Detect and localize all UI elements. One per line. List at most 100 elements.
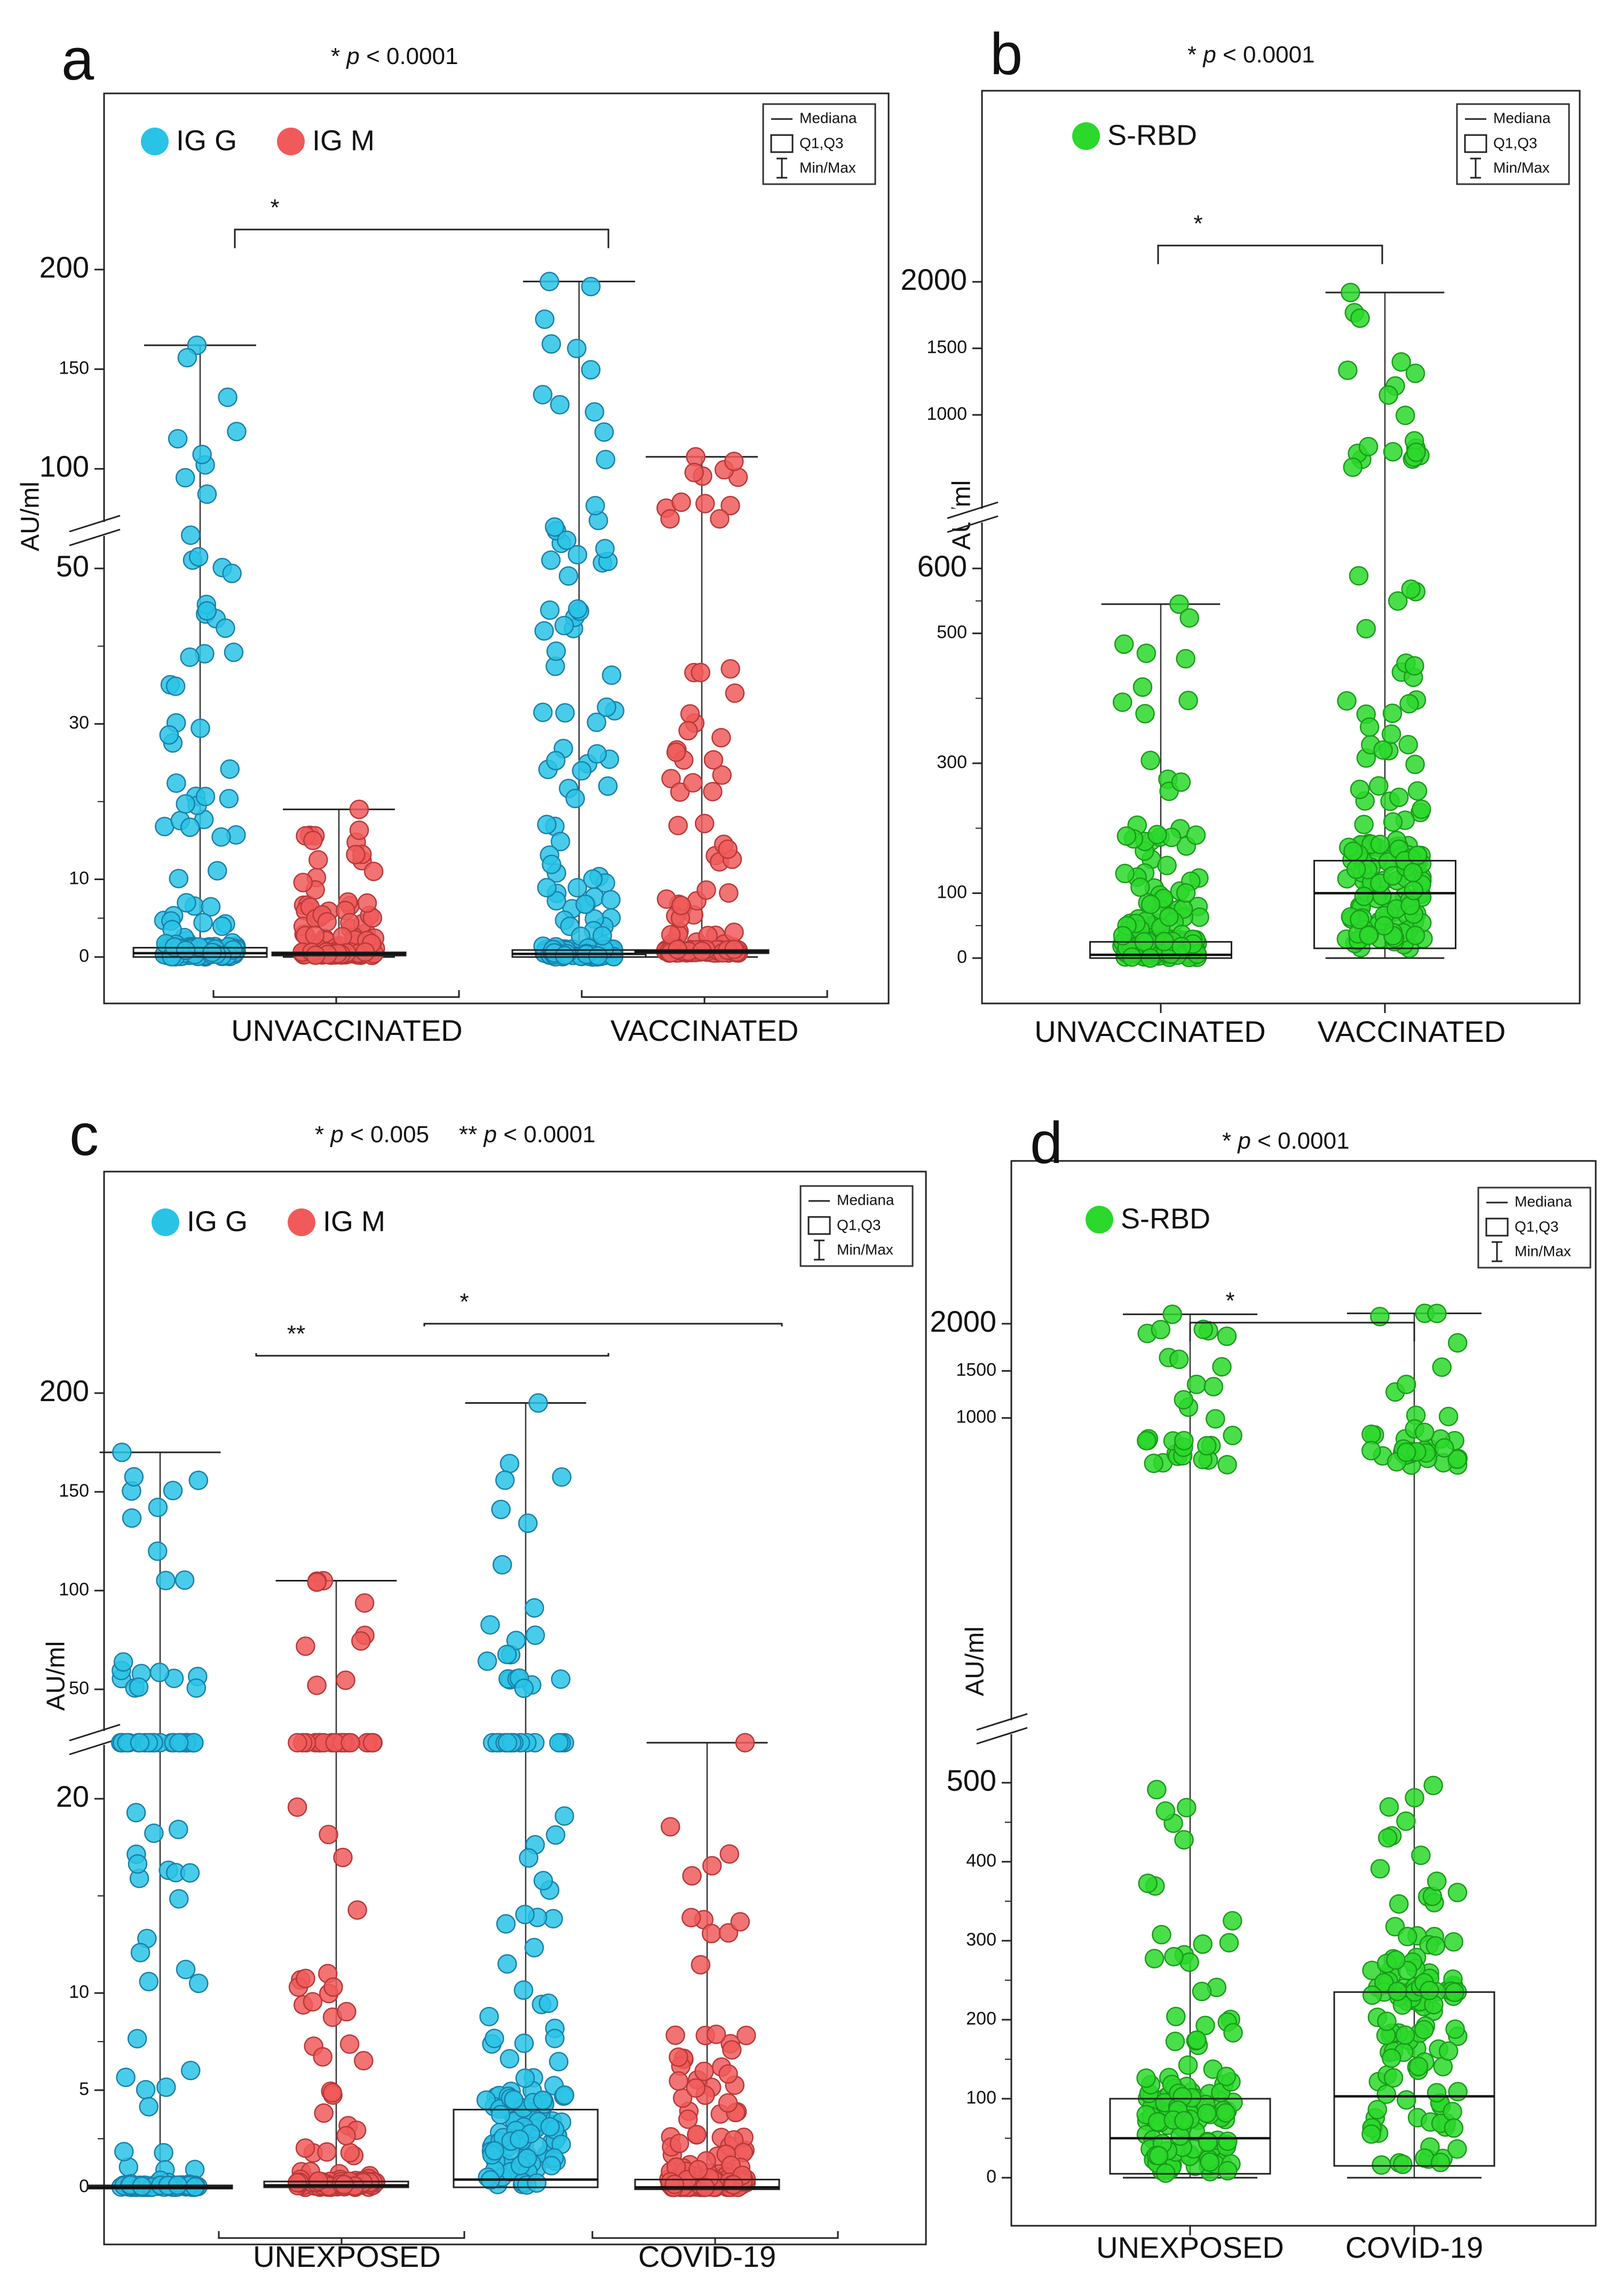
data-point [1219, 1933, 1239, 1952]
legend-label: IG G [187, 1205, 248, 1237]
data-point [195, 787, 216, 807]
data-point [211, 827, 231, 847]
legend-quartile-label: Q1,Q3 [799, 135, 843, 151]
data-point [1216, 2103, 1235, 2123]
y-tick-label: 100 [59, 1579, 89, 1600]
data-point [1447, 1449, 1467, 1469]
group-label: UNVACCINATED [231, 1014, 463, 1047]
legend-label: IG G [176, 124, 237, 156]
data-point [1179, 608, 1199, 628]
data-point [669, 2047, 688, 2067]
data-point [1361, 1424, 1381, 1444]
data-point [1405, 656, 1424, 676]
data-point [1349, 566, 1369, 586]
box-q1-q3 [1313, 860, 1456, 950]
data-point [702, 1856, 722, 1876]
box-ig-m-covid-19 [634, 1733, 780, 2197]
data-point [1438, 2041, 1459, 2061]
data-point [169, 1889, 189, 1909]
data-point [317, 912, 337, 932]
data-point [541, 550, 561, 570]
data-point [1432, 1357, 1452, 1377]
data-point [1414, 2020, 1434, 2039]
data-point [1383, 2068, 1404, 2088]
data-point [1389, 1894, 1409, 1914]
data-point [718, 2093, 738, 2113]
data-point [1337, 691, 1357, 711]
box-s-rbd-unvaccinated [1089, 594, 1232, 968]
group-label: UNVACCINATED [1034, 1015, 1266, 1048]
data-point [1114, 634, 1134, 654]
data-point [1343, 841, 1363, 861]
data-point [1425, 1936, 1446, 1956]
data-point [1401, 579, 1421, 599]
data-point [293, 873, 313, 892]
y-tick-label: 200 [39, 250, 89, 284]
data-point [703, 750, 724, 770]
data-point [567, 338, 587, 359]
data-point [514, 1678, 534, 1698]
data-point [513, 1980, 534, 2000]
data-point [139, 1972, 159, 1991]
data-point [1405, 363, 1425, 383]
p-value-note: * p < 0.0001 [331, 43, 458, 69]
data-point [542, 2156, 561, 2176]
data-point [479, 2006, 499, 2027]
legend-median-label: Mediana [837, 1191, 894, 1208]
y-tick-label: 100 [966, 2088, 996, 2108]
data-point [168, 429, 188, 449]
data-point [542, 855, 561, 874]
data-point [1382, 703, 1403, 723]
data-point [1448, 2082, 1468, 2101]
data-point [139, 2097, 159, 2117]
y-tick-label: 10 [69, 868, 89, 888]
box-q1-q3 [453, 2108, 599, 2188]
data-point [686, 2078, 706, 2098]
legend-quartile-swatch [807, 1216, 831, 1235]
data-point [1157, 856, 1177, 875]
data-point [1174, 1430, 1194, 1451]
y-tick-label: 1000 [956, 1407, 996, 1427]
data-point [540, 2117, 560, 2137]
data-point [518, 1513, 538, 1533]
p-value-part-1: p [329, 1121, 343, 1148]
data-point [1176, 649, 1195, 669]
y-tick-label: 0 [957, 947, 967, 967]
p-value-2-part-0: ** [459, 1121, 484, 1148]
data-point [148, 1497, 168, 1517]
data-point [191, 718, 210, 738]
data-point [601, 890, 621, 910]
data-point [1393, 2154, 1413, 2175]
y-tick-label: 1500 [926, 337, 967, 358]
data-point [1415, 1422, 1435, 1442]
axis-break-line [947, 515, 999, 533]
data-point [362, 1733, 383, 1753]
data-point [1122, 947, 1142, 967]
p-value-note: * p < 0.0001 [1222, 1128, 1350, 1154]
data-point [585, 496, 605, 516]
data-point [186, 1678, 207, 1698]
axis-break-line [976, 1727, 1028, 1745]
plot-frame [103, 92, 890, 1005]
data-point [336, 2126, 356, 2146]
data-point [1354, 887, 1374, 906]
data-point [525, 1598, 544, 1618]
data-point [703, 781, 723, 802]
data-point [1405, 754, 1425, 774]
data-point [1396, 1442, 1416, 1462]
data-point [333, 1847, 353, 1868]
y-tick-label: 2000 [900, 263, 967, 296]
data-point [1223, 1911, 1242, 1931]
data-point [1223, 2023, 1243, 2043]
significance-label: * [460, 1289, 469, 1315]
data-point [1406, 442, 1426, 462]
data-point [1391, 352, 1411, 372]
data-point [587, 744, 607, 764]
data-point [351, 1631, 371, 1651]
p-value-part-2: < 0.005 [344, 1121, 429, 1148]
data-point [1399, 694, 1419, 714]
group-bracket [581, 990, 828, 998]
data-point [1383, 442, 1403, 462]
data-point [480, 1615, 500, 1635]
box-ig-m-unvaccinated [271, 800, 407, 966]
